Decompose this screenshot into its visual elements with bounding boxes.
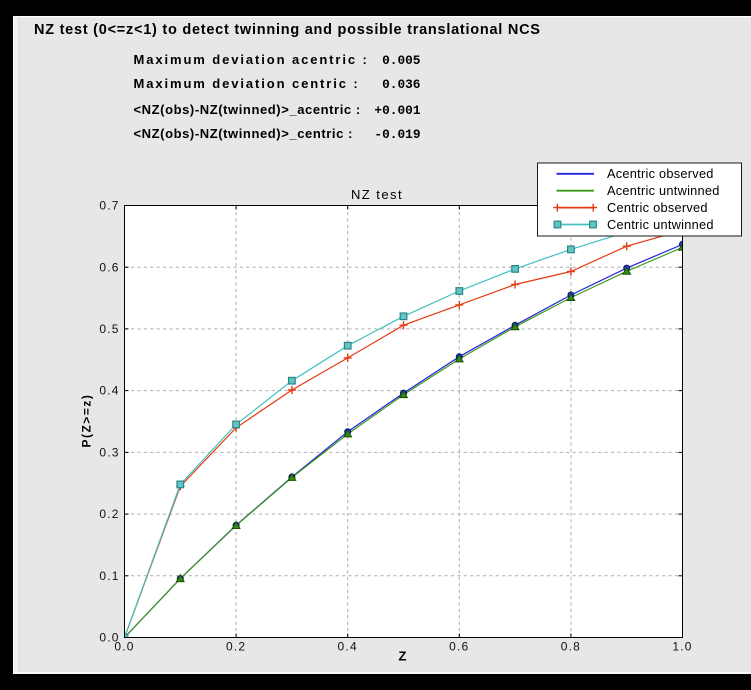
svg-text:Maximum deviation acentric :: Maximum deviation acentric : xyxy=(134,52,369,67)
svg-text:0.2: 0.2 xyxy=(99,507,119,521)
svg-text:Z: Z xyxy=(399,649,407,664)
svg-text:NZ test: NZ test xyxy=(351,187,403,202)
svg-text:<NZ(obs)-NZ(twinned)>_centric: <NZ(obs)-NZ(twinned)>_centric : xyxy=(134,126,354,141)
svg-text:Centric untwinned: Centric untwinned xyxy=(607,217,714,232)
svg-text:+0.001: +0.001 xyxy=(374,103,420,118)
svg-text:0.005: 0.005 xyxy=(382,53,421,68)
svg-text:Maximum deviation centric :: Maximum deviation centric : xyxy=(134,76,360,91)
svg-text:Acentric untwinned: Acentric untwinned xyxy=(607,183,720,198)
svg-text:0.036: 0.036 xyxy=(382,77,420,92)
svg-text:0.7: 0.7 xyxy=(99,199,119,213)
svg-text:0.6: 0.6 xyxy=(99,260,119,274)
svg-text:1.0: 1.0 xyxy=(672,640,692,654)
svg-text:0.4: 0.4 xyxy=(99,384,119,398)
svg-text:0.3: 0.3 xyxy=(99,446,119,460)
svg-text:0.6: 0.6 xyxy=(449,640,469,654)
svg-text:0.8: 0.8 xyxy=(561,640,581,654)
svg-text:Acentric observed: Acentric observed xyxy=(607,166,714,181)
svg-text:0.0: 0.0 xyxy=(99,631,119,645)
svg-text:<NZ(obs)-NZ(twinned)>_acentric: <NZ(obs)-NZ(twinned)>_acentric : xyxy=(134,102,361,117)
svg-text:0.2: 0.2 xyxy=(226,640,246,654)
svg-text:0.4: 0.4 xyxy=(338,640,358,654)
svg-text:P(Z>=z): P(Z>=z) xyxy=(80,394,94,448)
svg-text:0.5: 0.5 xyxy=(99,322,119,336)
svg-text:0.0: 0.0 xyxy=(114,640,134,654)
svg-text:0.1: 0.1 xyxy=(99,569,119,583)
svg-text:Centric observed: Centric observed xyxy=(607,200,708,215)
svg-text:-0.019: -0.019 xyxy=(374,127,420,142)
svg-text:NZ test (0<=z<1) to detect twi: NZ test (0<=z<1) to detect twinning and … xyxy=(34,22,541,38)
